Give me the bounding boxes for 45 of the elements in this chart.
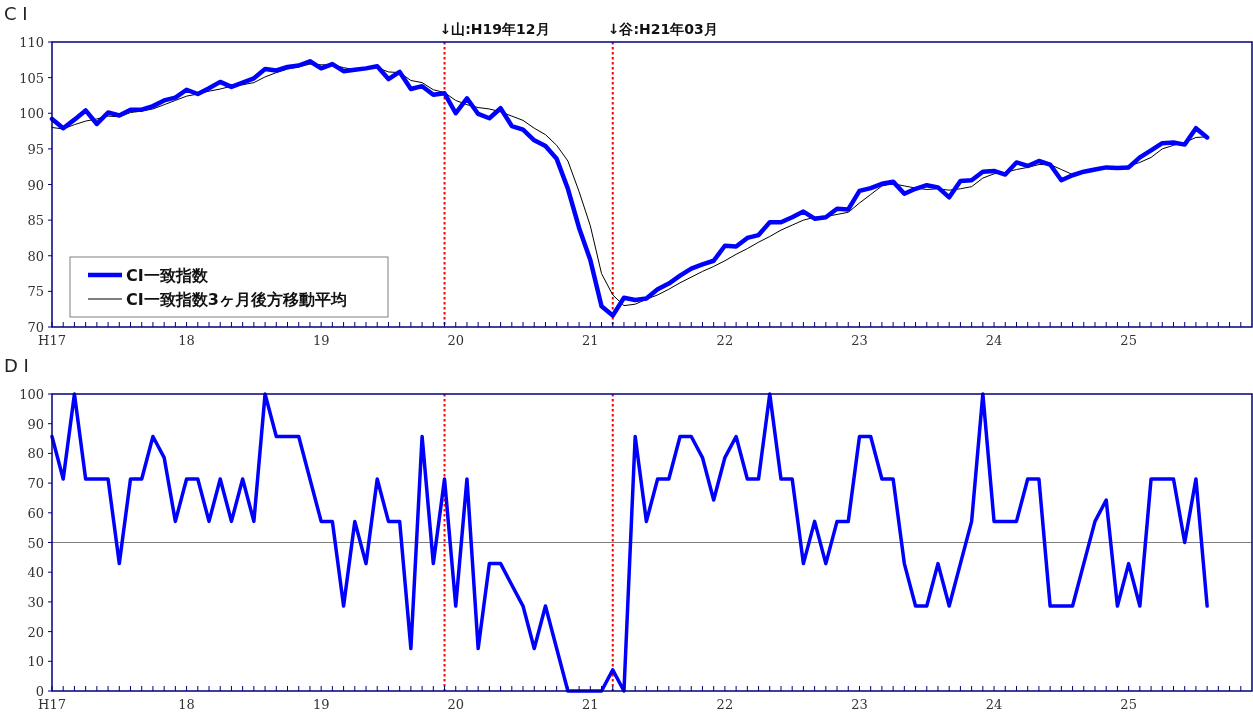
y-tick-label: 40: [27, 565, 44, 581]
y-tick-label: 90: [27, 416, 44, 432]
y-tick-label: 80: [27, 248, 44, 264]
y-tick-label: 30: [27, 594, 44, 610]
y-tick-label: 50: [27, 535, 44, 551]
x-tick-label: 25: [1120, 697, 1137, 712]
x-tick-label: H17: [38, 333, 66, 348]
y-tick-label: 100: [19, 387, 44, 402]
x-tick-label: 21: [582, 697, 599, 712]
y-tick-label: 70: [27, 320, 44, 335]
y-tick-label: 10: [27, 654, 44, 670]
x-tick-label: 24: [985, 697, 1003, 712]
x-tick-label: 18: [178, 697, 195, 712]
x-tick-label: 24: [985, 333, 1003, 348]
y-tick-label: 70: [27, 476, 44, 492]
x-tick-label: 19: [312, 697, 330, 712]
x-tick-label: 18: [178, 333, 195, 348]
x-tick-label: 25: [1120, 333, 1137, 348]
x-tick-label: 19: [312, 333, 330, 348]
y-tick-label: 60: [27, 505, 44, 521]
y-tick-label: 90: [27, 177, 44, 193]
x-tick-label: 20: [447, 697, 465, 712]
y-tick-label: 105: [19, 70, 44, 86]
y-tick-label: 80: [27, 446, 44, 462]
x-tick-label: 22: [716, 697, 734, 712]
x-tick-label: H17: [38, 697, 66, 712]
legend-label: CI一致指数: [126, 266, 209, 285]
legend-label: CI一致指数3ヶ月後方移動平均: [126, 290, 347, 309]
x-tick-label: 23: [851, 697, 868, 712]
y-tick-label: 85: [27, 213, 44, 229]
y-tick-label: 0: [35, 684, 44, 699]
y-tick-label: 95: [27, 141, 44, 157]
y-tick-label: 75: [27, 284, 44, 300]
text: ↓山:H19年12月: [439, 21, 550, 37]
chart-title: D I: [4, 355, 29, 376]
x-tick-label: 23: [851, 333, 868, 348]
y-tick-label: 110: [19, 35, 44, 50]
text: ↓谷:H21年03月: [607, 21, 718, 37]
line-series: [50, 392, 1209, 693]
x-tick-label: 21: [582, 333, 599, 348]
y-tick-label: 20: [27, 624, 44, 640]
x-tick-label: 22: [716, 333, 734, 348]
chart-title: C I: [4, 3, 28, 24]
x-tick-label: 20: [447, 333, 465, 348]
y-tick-label: 100: [19, 106, 44, 122]
